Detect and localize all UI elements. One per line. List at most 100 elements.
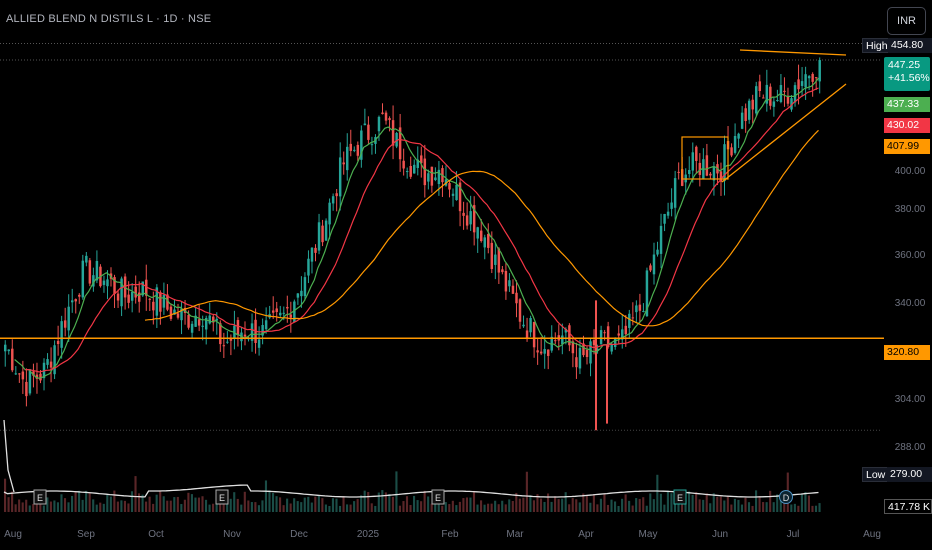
- volume-bar: [243, 491, 246, 512]
- candle-body: [39, 373, 42, 381]
- candle-body: [617, 333, 620, 336]
- volume-bar: [670, 493, 673, 512]
- candle-body: [46, 359, 49, 365]
- candle-body: [645, 270, 649, 317]
- candle-body: [599, 330, 603, 345]
- volume-bar: [476, 504, 479, 512]
- volume-bar: [388, 493, 391, 512]
- volume-bar: [642, 497, 645, 512]
- volume-bar: [405, 496, 409, 512]
- candle-body: [356, 144, 360, 156]
- currency-button[interactable]: INR: [887, 7, 926, 35]
- candle-body: [180, 308, 183, 321]
- volume-bar: [783, 499, 786, 512]
- candle-body: [257, 339, 261, 348]
- volume-bar: [363, 490, 366, 512]
- volume-bar: [479, 500, 483, 512]
- candle-body: [190, 323, 194, 333]
- candle-body: [197, 319, 201, 326]
- volume-bar: [546, 493, 550, 512]
- candle-body: [589, 341, 592, 364]
- candle-body: [331, 196, 335, 204]
- candle-body: [134, 286, 137, 298]
- volume-bar: [571, 498, 574, 512]
- candle-body: [360, 130, 363, 160]
- volume-bar: [751, 505, 754, 512]
- low-label: Low: [862, 467, 890, 482]
- candle-body: [324, 220, 328, 241]
- candle-body: [592, 340, 596, 346]
- volume-bar: [250, 502, 253, 512]
- volume-bar: [166, 500, 169, 512]
- candle-body: [624, 325, 628, 335]
- volume-bar: [159, 490, 162, 512]
- volume-bar: [680, 501, 684, 512]
- volume-bar: [677, 502, 680, 512]
- volume-bar: [712, 493, 715, 512]
- volume-bar: [409, 504, 412, 512]
- volume-bar: [730, 504, 733, 512]
- volume-bar: [173, 497, 176, 512]
- candle-body: [568, 325, 571, 346]
- candle-body: [688, 170, 691, 174]
- volume-bar: [275, 496, 278, 512]
- volume-bar: [324, 504, 327, 512]
- candle-body: [606, 326, 610, 347]
- candle-body: [730, 147, 733, 156]
- candle-body: [427, 173, 430, 182]
- volume-bar: [744, 497, 747, 512]
- volume-bar: [300, 502, 303, 512]
- volume-bar: [578, 502, 581, 512]
- candle-body: [92, 275, 95, 287]
- candle-body: [275, 308, 278, 313]
- candle-body: [148, 298, 152, 300]
- candle-body: [226, 341, 229, 343]
- candle-body: [338, 157, 342, 197]
- volume-bar: [423, 490, 426, 512]
- level-tag: 320.80: [884, 345, 930, 360]
- volume-bar: [494, 500, 497, 512]
- candle-body: [353, 149, 356, 151]
- candle-body: [575, 357, 578, 368]
- candle-body: [673, 178, 677, 208]
- volume-bar: [800, 494, 803, 512]
- candle-body: [159, 292, 162, 312]
- x-tick-label: May: [639, 529, 658, 540]
- volume-bar: [747, 502, 751, 512]
- volume-bar: [176, 496, 179, 512]
- candle-body: [384, 112, 388, 121]
- candle-body: [705, 155, 709, 176]
- volume-bar: [268, 490, 271, 512]
- candle-body: [751, 99, 754, 110]
- volume-bar: [719, 496, 722, 512]
- volume-bar: [310, 502, 313, 512]
- y-tick-label: 304.00: [895, 394, 926, 405]
- volume-bar: [367, 492, 370, 512]
- volume-bar: [536, 494, 539, 512]
- volume-bar: [85, 490, 88, 512]
- candle-body: [772, 101, 776, 107]
- candle-body: [303, 277, 307, 297]
- candle-body: [243, 334, 247, 337]
- volume-bar: [776, 494, 779, 512]
- candle-body: [137, 292, 141, 302]
- candle-body: [113, 277, 116, 294]
- candle-body: [317, 222, 321, 251]
- volume-bar: [610, 499, 613, 512]
- candle-body: [321, 225, 324, 243]
- volume-bar: [599, 498, 602, 512]
- candle-body: [116, 293, 120, 301]
- candle-body: [765, 84, 769, 104]
- volume-bar: [314, 496, 317, 512]
- candle-body: [465, 215, 469, 226]
- volume-bar: [7, 497, 10, 512]
- candle-body: [183, 307, 187, 313]
- candle-body: [755, 86, 758, 114]
- candle-body: [437, 169, 441, 185]
- candle-body: [811, 73, 814, 82]
- volume-bar: [645, 505, 648, 512]
- volume-bar: [582, 493, 585, 512]
- volume-bar: [279, 497, 282, 512]
- volume-bar: [793, 503, 796, 512]
